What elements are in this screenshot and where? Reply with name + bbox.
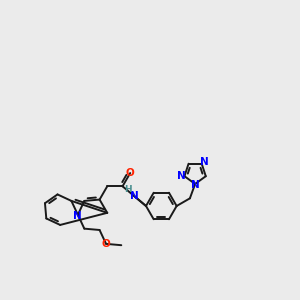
- Text: N: N: [200, 157, 209, 167]
- Text: N: N: [130, 190, 139, 201]
- Text: O: O: [102, 239, 110, 249]
- Text: H: H: [124, 185, 132, 194]
- Text: N: N: [177, 171, 186, 181]
- Text: O: O: [126, 168, 135, 178]
- Text: N: N: [74, 211, 82, 221]
- Text: N: N: [191, 180, 200, 190]
